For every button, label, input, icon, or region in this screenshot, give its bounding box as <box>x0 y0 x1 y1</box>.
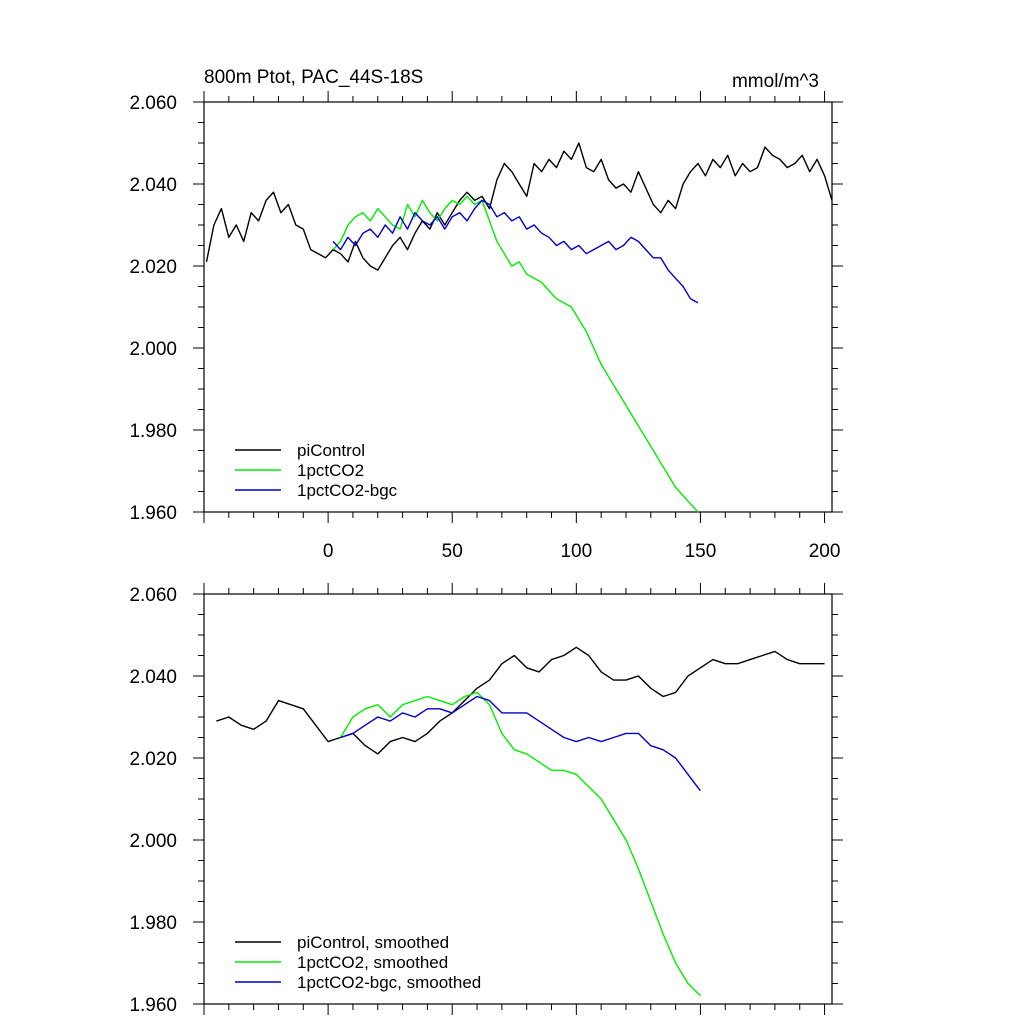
legend-label: 1pctCO2-bgc, smoothed <box>297 973 481 992</box>
x-tick-label: 0 <box>323 541 334 562</box>
axis-ticks <box>193 583 843 1015</box>
legend-label: piControl <box>297 441 365 460</box>
y-tick-label: 1.980 <box>129 913 177 934</box>
y-tick-label: 2.060 <box>129 585 177 606</box>
y-tick-label: 2.060 <box>129 93 177 114</box>
y-tick-label: 2.020 <box>129 257 177 278</box>
series-line-picontrol-smoothed <box>216 646 825 755</box>
y-tick-label: 1.960 <box>129 503 177 524</box>
units-label: mmol/m^3 <box>732 71 819 92</box>
top-panel: 1.960 1.980 2.000 2.020 2.040 2.060 0 50 100 150 2… <box>129 91 843 562</box>
series-line-1pctco2-bgc-smoothed <box>340 695 701 792</box>
axis-ticks <box>193 91 843 523</box>
legend-label: piControl, smoothed <box>297 933 449 952</box>
x-tick-label: 50 <box>442 541 463 562</box>
x-tick-label: 100 <box>560 541 592 562</box>
y-tick-label: 2.040 <box>129 667 177 688</box>
series-line-picontrol <box>205 142 833 271</box>
y-tick-label: 2.000 <box>129 339 177 360</box>
x-tick-label: 200 <box>809 541 841 562</box>
legend-label: 1pctCO2 <box>297 461 364 480</box>
y-tick-label: 1.960 <box>129 995 177 1016</box>
series-line-1pctco2-bgc <box>332 199 699 304</box>
bottom-panel: 1.960 1.980 2.000 2.020 2.040 2.060 piControl,… <box>129 583 843 1016</box>
chart-title: 800m Ptot, PAC_44S-18S <box>204 67 423 88</box>
legend-label: 1pctCO2-bgc <box>297 481 398 500</box>
series-line-1pctco2-smoothed <box>339 691 701 997</box>
y-tick-label: 2.040 <box>129 175 177 196</box>
legend-label: 1pctCO2, smoothed <box>297 953 448 972</box>
series-line-1pctco2 <box>332 195 699 513</box>
y-tick-label: 2.020 <box>129 749 177 770</box>
y-tick-label: 1.980 <box>129 421 177 442</box>
y-tick-label: 2.000 <box>129 831 177 852</box>
x-tick-label: 150 <box>685 541 717 562</box>
